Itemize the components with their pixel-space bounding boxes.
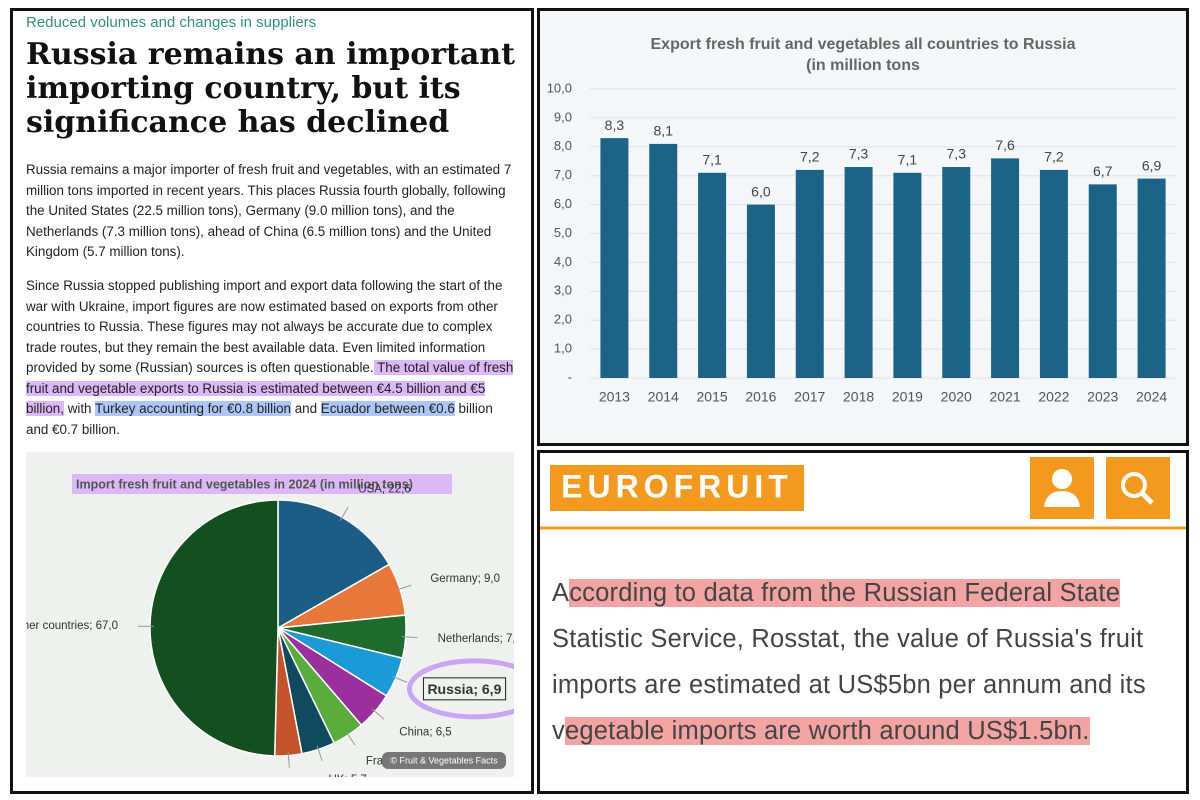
- x-tick-label: 2014: [648, 389, 679, 405]
- value-label: 7,2: [800, 149, 820, 165]
- value-label: 8,3: [605, 117, 625, 133]
- text-segment: egetable imports are worth around US$1.5…: [564, 717, 1090, 745]
- value-label: 7,3: [849, 146, 869, 162]
- text-segment: with: [63, 401, 95, 416]
- x-tick-label: 2017: [794, 389, 825, 405]
- user-head: [1052, 469, 1072, 489]
- y-tick-label: 8,0: [554, 138, 572, 153]
- y-tick-label: 10,0: [547, 80, 572, 95]
- slice-label: UK; 5,7: [328, 774, 366, 777]
- title-highlight: [72, 474, 452, 494]
- text-segment: Russia remains a major importer of fresh…: [26, 162, 512, 259]
- text-segment: A: [552, 579, 570, 607]
- x-tick-label: 2024: [1136, 389, 1167, 405]
- eurofruit-text: According to data from the Russian Feder…: [552, 570, 1182, 754]
- x-tick-label: 2021: [990, 389, 1021, 405]
- slice-label: USA; 22,6: [358, 484, 410, 496]
- value-label: 6,7: [1093, 163, 1113, 179]
- x-tick-label: 2016: [745, 389, 776, 405]
- paragraph: Russia remains a major importer of fresh…: [26, 160, 516, 263]
- x-tick-label: 2019: [892, 389, 923, 405]
- y-tick-label: 2,0: [554, 312, 572, 327]
- headline: Russia remains an important importing co…: [26, 37, 516, 140]
- leader-line: [395, 584, 412, 591]
- text-segment: and: [291, 401, 321, 416]
- bar: [844, 167, 873, 378]
- text-segment: ccording to data from the Russian Federa…: [569, 579, 1121, 607]
- text-segment: Turkey accounting for €0.8 billion: [94, 401, 291, 416]
- bar-chart: Export fresh fruit and vegetables all co…: [547, 36, 1176, 405]
- paragraph: Since Russia stopped publishing import a…: [26, 276, 516, 440]
- x-tick-label: 2020: [941, 389, 972, 405]
- label-box: [422, 677, 507, 701]
- search-lens: [1121, 472, 1147, 498]
- slice-label: Germany; 9,0: [430, 573, 500, 585]
- bar: [991, 158, 1020, 378]
- bar: [649, 143, 678, 378]
- text-segment: Since Russia stopped publishing import a…: [26, 278, 503, 375]
- y-tick-label: 7,0: [554, 167, 572, 182]
- y-tick-label: -: [568, 369, 572, 384]
- search-handle: [1140, 491, 1154, 505]
- logo-bg: [550, 465, 804, 511]
- bar: [1039, 169, 1068, 378]
- bar: [600, 138, 629, 378]
- kicker: Reduced volumes and changes in suppliers: [26, 14, 317, 31]
- text-segment: Ecuador between €0.6: [320, 401, 455, 416]
- search-icon[interactable]: [1106, 457, 1170, 519]
- value-label: 6,9: [1142, 157, 1162, 173]
- leader-line: [371, 708, 385, 720]
- leader-line: [345, 731, 356, 746]
- leader-line: [401, 636, 418, 639]
- pie-chart: Import fresh fruit and vegetables in 202…: [26, 452, 514, 777]
- x-tick-label: 2015: [697, 389, 728, 405]
- slice-label: China; 6,5: [399, 726, 451, 738]
- highlight-ring: [406, 658, 514, 720]
- leader-line: [287, 751, 290, 768]
- bar: [893, 172, 922, 378]
- credit: © Fruit & Vegetables Facts: [390, 755, 498, 765]
- x-tick-label: 2018: [843, 389, 874, 405]
- bar: [795, 169, 824, 378]
- x-tick-label: 2013: [599, 389, 630, 405]
- pie-title: Import fresh fruit and vegetables in 202…: [76, 477, 413, 491]
- eurofruit-header: EUROFRUIT: [540, 457, 1186, 530]
- y-tick-label: 3,0: [554, 283, 572, 298]
- value-label: 8,1: [654, 123, 674, 139]
- value-label: 7,1: [898, 152, 918, 168]
- credit-bg: [382, 752, 506, 769]
- y-tick-label: 6,0: [554, 196, 572, 211]
- value-label: 7,1: [702, 152, 722, 168]
- leader-line: [316, 745, 323, 762]
- bar: [698, 172, 727, 378]
- value-label: 7,2: [1044, 149, 1064, 165]
- logo: EUROFRUIT: [561, 468, 793, 504]
- y-tick-label: 4,0: [554, 254, 572, 269]
- leader-line: [392, 675, 408, 683]
- slice-label: Russia; 6,9: [427, 681, 501, 697]
- bar: [746, 204, 775, 378]
- y-tick-label: 5,0: [554, 225, 572, 240]
- slice-label: Netherlands; 7,3: [438, 633, 514, 645]
- leader-line: [339, 506, 349, 521]
- x-tick-label: 2023: [1087, 389, 1118, 405]
- value-label: 7,6: [995, 137, 1015, 153]
- slice-label: Other countries; 67,0: [26, 620, 118, 632]
- y-tick-label: 1,0: [554, 341, 572, 356]
- x-tick-label: 2022: [1038, 389, 1069, 405]
- text-segment: Statistic Service, Rosstat, the value of…: [552, 625, 1146, 745]
- bar: [1137, 178, 1166, 378]
- value-label: 6,0: [751, 183, 771, 199]
- text-segment: billion and €0.7 billion.: [26, 401, 493, 437]
- bar: [1088, 184, 1117, 378]
- user-body: [1044, 491, 1080, 507]
- bar-title: Export fresh fruit and vegetables all co…: [651, 36, 1076, 74]
- value-label: 7,3: [947, 146, 967, 162]
- bar: [942, 167, 971, 378]
- y-tick-label: 9,0: [554, 109, 572, 124]
